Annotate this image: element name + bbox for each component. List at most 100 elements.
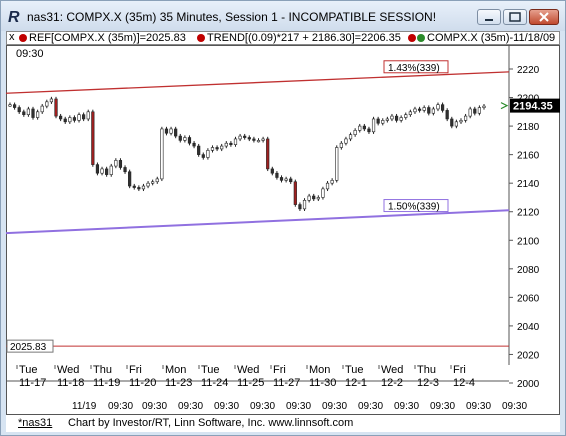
close-button[interactable] [529,9,559,25]
candle-body [367,128,371,133]
lower-channel-label-box [383,199,449,213]
legend-ref[interactable]: REF[COMPX.X (35m)]=2025.83 [29,32,186,44]
day-date-label: 11-19 [93,377,120,389]
time-tick-label: 11/19 [72,401,97,412]
candle-body [275,172,279,178]
time-tick-label: 09:30 [250,401,275,412]
candle-body [95,164,100,174]
time-tick-label: 09:30 [178,401,203,412]
minimize-icon [485,19,493,21]
day-dow-label: Thu [93,364,112,376]
day-date-label: 12-1 [345,377,367,389]
candle-body [399,117,403,121]
candle-body [394,115,399,121]
day-dow-label: Tue [345,364,364,376]
day-dow-label: Fri [273,364,286,376]
price-chart[interactable]: 2220220021802160214021202100208020602040… [5,45,560,415]
candle-body [206,150,210,158]
candle-body [59,115,63,120]
price-color-dot-icon[interactable] [408,34,416,42]
candle-body [229,142,233,146]
legend-close-icon[interactable]: x [9,31,15,43]
lower-channel-line[interactable] [5,209,510,235]
candle-body [468,108,472,117]
candle-body [302,200,307,210]
candle-body [151,181,155,184]
day-dow-label: Wed [237,364,259,376]
candle-body [436,104,440,110]
time-tick-label: 09:30 [394,401,419,412]
candle-body [13,104,17,108]
day-date-label: 11-23 [165,377,192,389]
ref-label-box [6,339,54,353]
candle-body [293,181,297,205]
candle-body [118,160,123,168]
candle-body [381,120,385,124]
candle-body [256,140,261,143]
candle-body [330,180,334,184]
svg-text:R: R [8,9,20,25]
day-date-label: 11-24 [201,377,228,389]
day-dow-label: Mon [165,364,186,376]
legend-trend[interactable]: TREND[(0.09)*217 + 2186.30]=2206.35 [207,32,401,44]
candle-body [385,118,389,121]
candle-body [128,171,132,187]
candle-body [413,108,417,113]
candle-body [31,108,35,118]
candle-body [445,110,449,120]
day-date-label: 12-3 [417,377,439,389]
candle-body [22,111,26,115]
candle-body [105,168,109,175]
candle-body [266,138,270,170]
candle-body [146,182,150,187]
candle-body [86,111,90,120]
candle-body [192,142,196,147]
candle-body [252,138,256,141]
legend-price[interactable]: COMPX.X (35m)-11/18/09 1 [427,32,560,44]
minimize-button[interactable] [477,9,501,25]
candle-body [210,147,215,151]
candle-body [284,178,288,181]
ref-label: 2025.83 [10,342,47,353]
candle-body [201,154,205,158]
day-date-label: 11-18 [57,377,84,389]
time-tick-label: 09:30 [214,401,239,412]
candle-body [279,177,284,181]
candle-body [8,104,12,107]
upper-channel-line[interactable] [5,71,510,94]
candle-body [390,115,394,120]
upper-channel-label: 1.43%(339) [388,63,440,74]
candle-body [197,145,201,155]
chart-symbol-link[interactable]: *nas31 [18,417,53,429]
candle-body [137,187,141,190]
price-color-dot-2-icon[interactable] [417,34,425,42]
day-date-label: 11-30 [309,377,336,389]
candle-body [243,135,247,138]
candle-body [371,118,376,133]
footer-credit: Chart by Investor/RT, Linn Software, Inc… [68,417,354,429]
candle-body [36,111,40,118]
ref-color-dot-icon[interactable] [19,34,27,42]
chart-area[interactable]: 2220220021802160214021202100208020602040… [5,45,560,415]
trend-color-dot-icon[interactable] [197,34,205,42]
candle-body [417,108,422,111]
candle-body [82,114,86,120]
candle-body [454,121,458,127]
candle-body [473,108,477,114]
title-bar[interactable]: R nas31: COMPX.X (35m) 35 Minutes, Sessi… [1,1,565,31]
candle-body [183,137,187,141]
last-price-tag[interactable] [510,98,560,113]
day-date-label: 11-27 [273,377,300,389]
day-dow-label: Tue [19,364,38,376]
candle-body [215,147,219,150]
candle-body [233,138,238,145]
lower-channel-label: 1.50%(339) [388,202,440,213]
candle-body [220,145,224,150]
maximize-button[interactable] [503,9,527,25]
candle-body [422,107,426,111]
candle-body [45,101,49,107]
day-dow-label: Thu [417,364,436,376]
maximize-icon [509,12,521,22]
candle-body [427,107,431,114]
